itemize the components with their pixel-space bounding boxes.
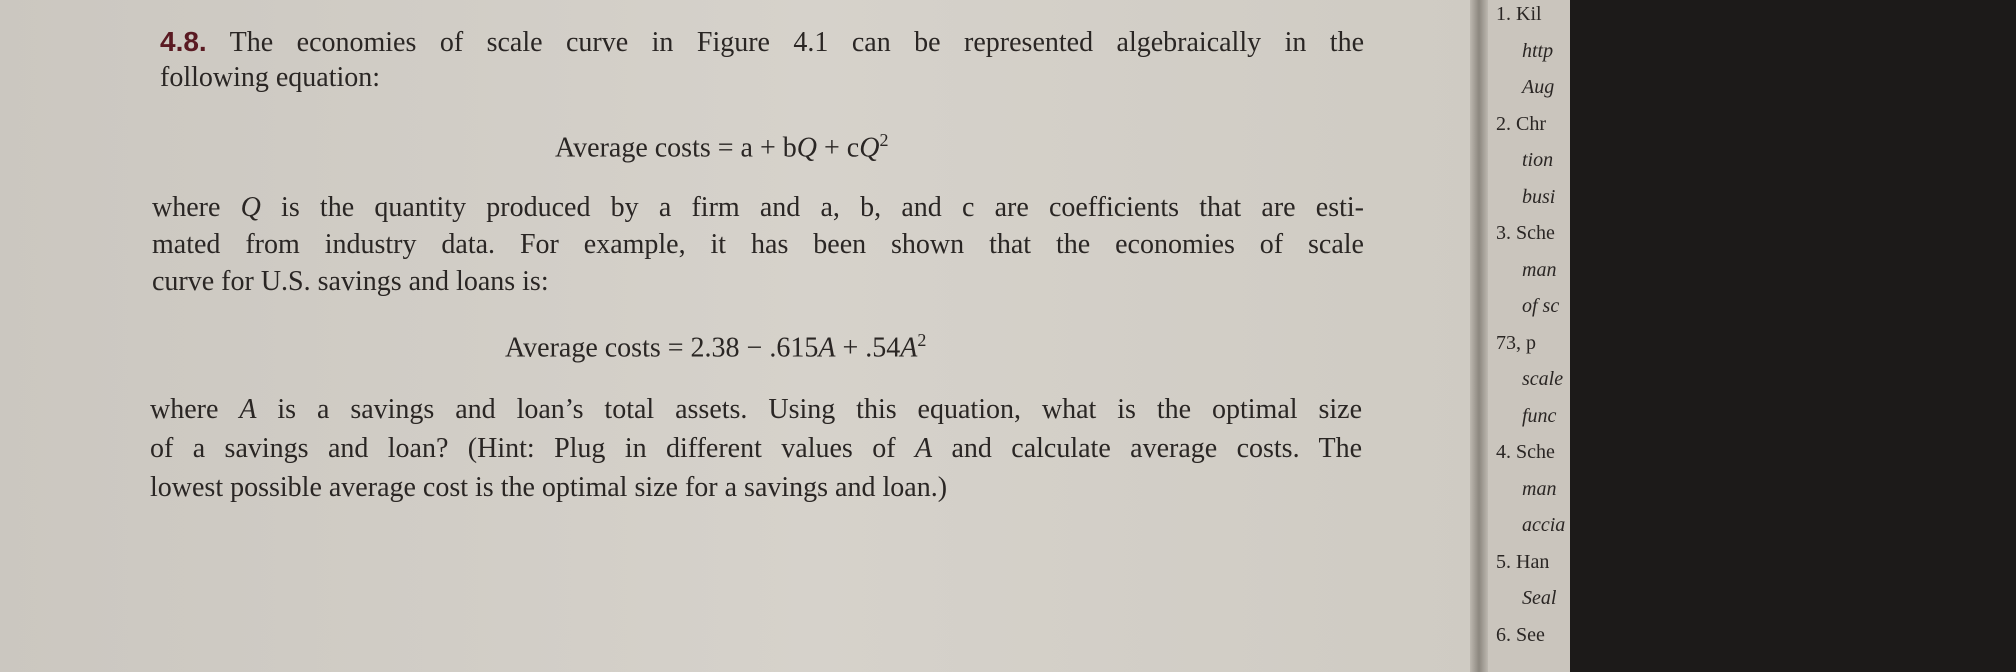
margin-note: man (1522, 258, 1557, 281)
margin-note: func (1522, 404, 1557, 427)
margin-note: Seal (1522, 587, 1557, 609)
text: + .54 (835, 332, 901, 364)
text: is a savings and loan’s total assets. Us… (256, 394, 1362, 425)
text-line: of a savings and loan? (Hint: Plug in di… (150, 431, 1362, 467)
margin-note: 1. Kil (1496, 3, 1542, 25)
text: The economies of scale curve in Figure 4… (229, 27, 1365, 58)
margin-note: 3. Sche (1496, 222, 1555, 244)
margin-note: Aug (1522, 76, 1555, 98)
variable: Q (796, 132, 817, 164)
text-line: curve for U.S. savings and loans is: (152, 264, 549, 300)
margin-note: 5. Han (1496, 550, 1550, 573)
margin-note: of sc (1522, 295, 1560, 317)
text: where (150, 394, 240, 425)
margin-note: tion (1522, 149, 1554, 171)
exponent: 2 (879, 130, 889, 150)
text-line: mated from industry data. For example, i… (152, 227, 1364, 263)
variable: Q (240, 192, 261, 223)
equation: Average costs = 2.38 − .615A + .54A2 (505, 330, 926, 364)
text: Average costs = 2.38 − .615 (505, 332, 819, 364)
margin-note: accia (1522, 514, 1566, 536)
margin-note: 2. Chr (1496, 112, 1546, 135)
background (1570, 0, 2016, 672)
text: following equation: (160, 62, 381, 93)
text-line: where A is a savings and loan’s total as… (150, 392, 1362, 428)
variable: A (239, 394, 257, 425)
text-line: lowest possible average cost is the opti… (150, 470, 947, 506)
margin-note: man (1522, 477, 1557, 500)
text: curve for U.S. savings and loans is: (152, 266, 549, 297)
margin-note: 73, p (1496, 331, 1536, 354)
text: of a savings and loan? (Hint: Plug in di… (150, 433, 915, 464)
margin-note: http (1522, 39, 1554, 62)
variable: A (914, 433, 933, 464)
text: where (152, 192, 241, 223)
margin-note: 6. See (1496, 623, 1545, 646)
equation: Average costs = a + bQ + cQ2 (555, 130, 888, 164)
margin-note: busi (1522, 185, 1556, 208)
text: lowest possible average cost is the opti… (150, 472, 948, 503)
page-fold (1470, 0, 1488, 672)
margin-note: 4. Sche (1496, 441, 1555, 463)
text: and calculate average costs. The (932, 433, 1362, 464)
text: Average costs = a + b (555, 132, 797, 164)
margin-note: scale (1522, 368, 1564, 390)
book-page: 4.8. The economies of scale curve in Fig… (0, 0, 1478, 672)
variable: A (818, 332, 836, 364)
text-line: following equation: (160, 60, 380, 96)
variable: A (900, 332, 918, 364)
variable: Q (859, 132, 880, 164)
margin-notes: 1. Kil http Aug 2. Chr tion busi 3. Sche man of … (1488, 0, 1570, 672)
text-line: where Q is the quantity produced by a fi… (152, 190, 1364, 226)
text-line: 4.8. The economies of scale curve in Fig… (160, 24, 1364, 61)
problem-number: 4.8. (160, 26, 207, 57)
text: + c (817, 132, 860, 164)
exponent: 2 (917, 330, 927, 350)
text: mated from industry data. For example, i… (152, 229, 1364, 260)
text: is the quantity produced by a firm and a… (260, 192, 1364, 223)
